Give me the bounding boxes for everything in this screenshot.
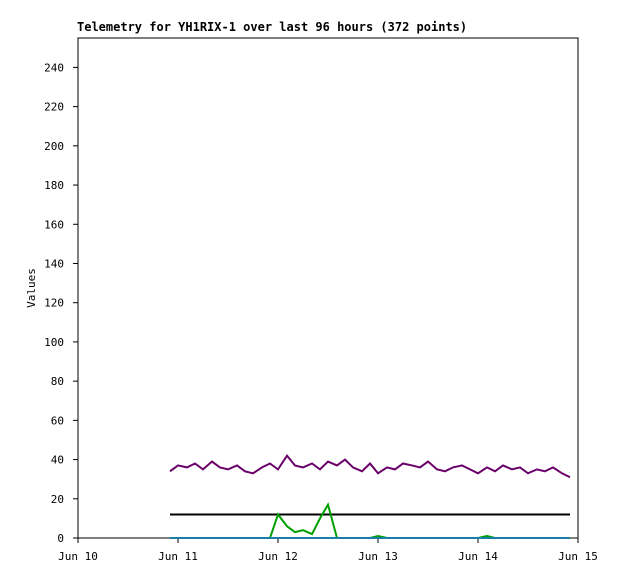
y-tick-label: 20 (51, 493, 64, 506)
y-tick-label: 180 (44, 179, 64, 192)
y-tick-label: 140 (44, 257, 64, 270)
y-tick-label: 100 (44, 336, 64, 349)
x-tick-label: Jun 12 (258, 550, 298, 563)
y-tick-label: 80 (51, 375, 64, 388)
series-line (169, 453, 571, 479)
y-tick-label: 160 (44, 218, 64, 231)
y-tick-label: 40 (51, 454, 64, 467)
y-tick-label: 240 (44, 61, 64, 74)
plot-frame (77, 37, 579, 539)
x-tick-label: Jun 13 (358, 550, 398, 563)
y-tick-label: 60 (51, 414, 64, 427)
x-tick-label: Jun 15 (558, 550, 598, 563)
x-tick-label: Jun 14 (458, 550, 498, 563)
y-axis-label: Values (25, 268, 38, 308)
chart-title: Telemetry for YH1RIX-1 over last 96 hour… (77, 20, 467, 34)
y-tick-label: 220 (44, 101, 64, 114)
y-tick-label: 0 (57, 532, 64, 545)
y-tick-label: 200 (44, 140, 64, 153)
x-tick-label: Jun 11 (158, 550, 198, 563)
y-tick-label: 120 (44, 297, 64, 310)
x-tick-label: Jun 10 (58, 550, 98, 563)
